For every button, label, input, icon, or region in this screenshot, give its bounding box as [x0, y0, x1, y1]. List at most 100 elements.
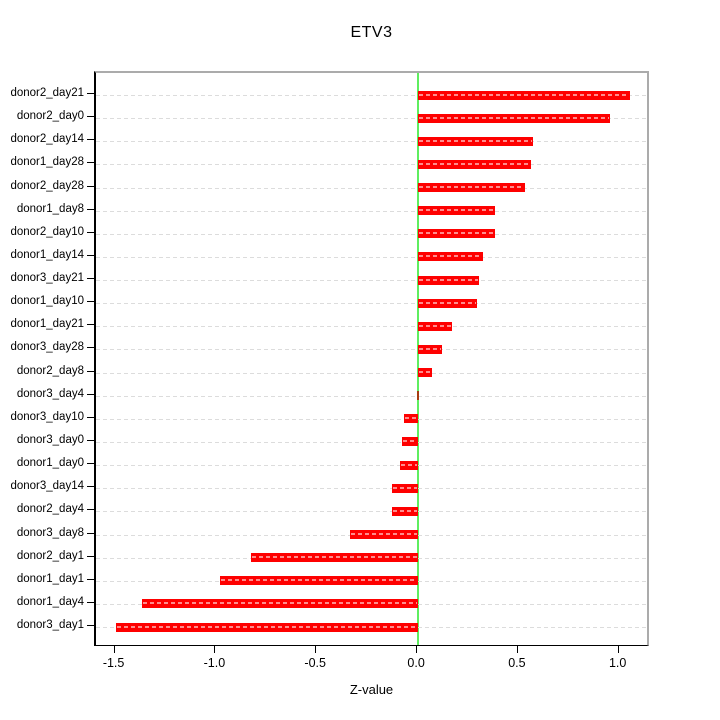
x-tick-label: 0.0 — [407, 656, 425, 670]
y-tick-mark — [87, 416, 94, 418]
x-tick-mark — [516, 646, 518, 653]
y-tick-label: donor3_day28 — [10, 341, 84, 354]
x-tick-mark — [113, 646, 115, 653]
bar-donor3_day10 — [404, 414, 419, 424]
y-tick-mark — [87, 370, 94, 372]
y-tick-mark — [87, 463, 94, 465]
bar-dash-overlay — [116, 625, 418, 628]
y-tick-mark — [87, 116, 94, 118]
y-tick-label: donor1_day0 — [16, 457, 84, 470]
gridline — [96, 303, 647, 305]
bar-donor1_day4 — [141, 599, 419, 609]
y-tick-mark — [87, 162, 94, 164]
y-tick-mark — [87, 601, 94, 603]
y-tick-mark — [87, 625, 94, 626]
gridline — [96, 233, 647, 235]
bar-donor1_day14 — [418, 252, 483, 262]
y-tick-label: donor1_day14 — [10, 248, 84, 261]
gridline — [96, 441, 647, 443]
bar-donor3_day4 — [417, 391, 420, 401]
bar-dash-overlay — [392, 486, 418, 489]
bar-donor2_day10 — [418, 229, 495, 239]
bar-donor1_day8 — [418, 206, 495, 216]
gridline — [96, 418, 647, 420]
gridline — [96, 372, 647, 374]
y-tick-label: donor3_day0 — [16, 433, 84, 446]
gridline — [96, 141, 647, 143]
y-tick-mark — [87, 578, 94, 580]
gridline — [96, 326, 647, 328]
gridline — [96, 95, 647, 96]
bar-donor1_day1 — [220, 576, 418, 586]
gridline — [96, 511, 647, 513]
y-tick-label: donor3_day10 — [10, 410, 84, 423]
bar-dash-overlay — [400, 463, 418, 466]
y-tick-mark — [87, 532, 94, 534]
x-axis-title: Z-value — [349, 682, 394, 697]
x-tick-mark — [315, 646, 317, 653]
zero-line — [417, 73, 420, 645]
y-tick-mark — [87, 324, 94, 326]
y-tick-mark — [87, 439, 94, 441]
y-tick-label: donor2_day1 — [16, 549, 84, 562]
x-tick-label: -1.0 — [203, 656, 226, 670]
y-tick-mark — [87, 93, 94, 94]
bar-donor1_day21 — [418, 321, 453, 331]
bar-dash-overlay — [405, 417, 418, 420]
bar-dash-overlay — [392, 509, 418, 512]
gridline — [96, 164, 647, 166]
gridline — [96, 349, 647, 351]
y-tick-label: donor2_day21 — [10, 87, 84, 99]
bar-donor2_day1 — [250, 553, 419, 563]
y-tick-label: donor2_day0 — [16, 110, 84, 123]
y-tick-label: donor1_day10 — [10, 295, 84, 308]
bar-donor3_day21 — [418, 275, 479, 285]
x-tick-label: -1.5 — [102, 656, 125, 670]
bar-donor2_day21 — [418, 90, 630, 100]
bar-donor2_day8 — [418, 368, 433, 378]
bar-dash-overlay — [419, 324, 452, 327]
bar-donor1_day0 — [399, 460, 419, 470]
x-tick-label: 0.5 — [508, 656, 526, 670]
bar-dash-overlay — [402, 440, 417, 443]
bar-dash-overlay — [419, 278, 478, 281]
y-tick-mark — [87, 254, 94, 256]
bar-dash-overlay — [419, 347, 442, 350]
y-tick-mark — [87, 278, 94, 279]
bar-donor3_day28 — [418, 344, 443, 354]
y-tick-label: donor1_day4 — [16, 595, 84, 608]
bar-donor1_day28 — [418, 159, 531, 169]
y-tick-label: donor3_day1 — [16, 619, 84, 631]
bar-dash-overlay — [419, 139, 533, 142]
y-tick-mark — [87, 486, 94, 488]
gridline — [96, 187, 647, 189]
y-tick-mark — [87, 139, 94, 141]
gridline — [96, 395, 647, 397]
gridline — [96, 210, 647, 212]
y-tick-label: donor1_day28 — [10, 156, 84, 169]
x-tick-label: -0.5 — [304, 656, 326, 670]
bar-donor3_day14 — [391, 483, 419, 493]
bar-donor2_day4 — [391, 506, 419, 516]
plot-area — [94, 71, 649, 646]
bar-dash-overlay — [350, 533, 418, 535]
gridline — [96, 280, 647, 281]
gridline — [96, 118, 647, 120]
y-tick-label: donor1_day1 — [16, 572, 84, 585]
y-tick-label: donor3_day14 — [10, 480, 84, 493]
bar-dash-overlay — [419, 301, 476, 304]
y-tick-label: donor2_day14 — [10, 133, 84, 146]
bar-dash-overlay — [419, 162, 530, 165]
bar-dash-overlay — [419, 232, 494, 235]
bar-donor2_day0 — [418, 113, 610, 123]
bar-dash-overlay — [419, 93, 629, 96]
bar-donor2_day14 — [418, 136, 534, 146]
bar-dash-overlay — [419, 209, 494, 212]
y-tick-label: donor3_day21 — [10, 272, 84, 284]
y-tick-mark — [87, 301, 94, 303]
y-tick-label: donor3_day8 — [16, 526, 84, 539]
y-tick-mark — [87, 208, 94, 210]
y-tick-mark — [87, 393, 94, 395]
y-tick-label: donor2_day4 — [16, 503, 84, 516]
